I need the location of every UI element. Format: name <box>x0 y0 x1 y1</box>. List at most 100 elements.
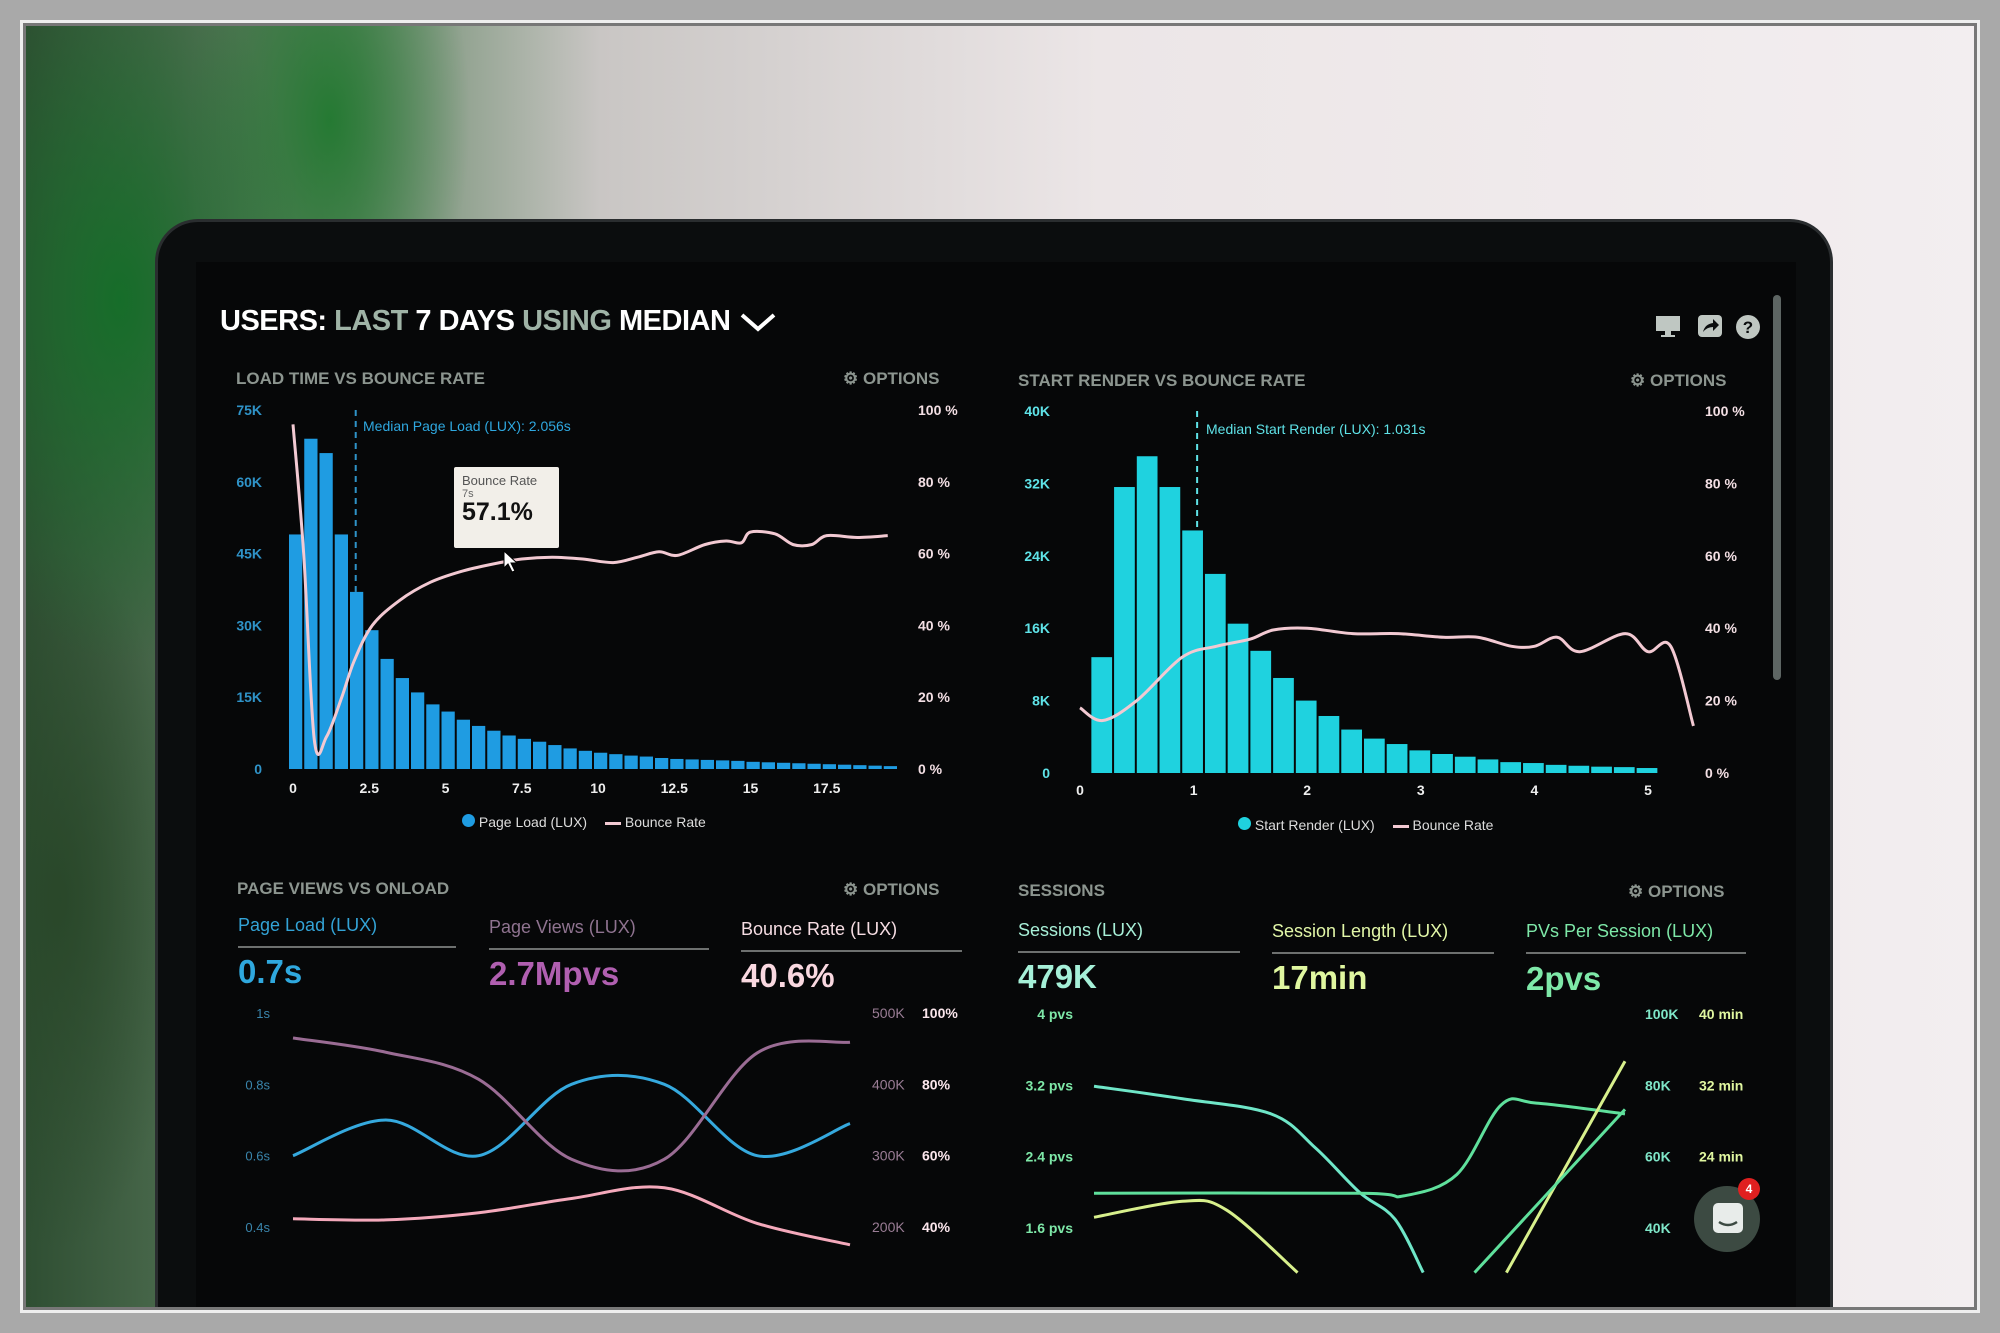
median-start-render-label: Median Start Render (LUX): 1.031s <box>1206 421 1426 437</box>
chevron-down-icon[interactable] <box>738 310 778 334</box>
metric-tab-session-length[interactable]: Session Length (LUX) <box>1272 921 1449 941</box>
options-label: OPTIONS <box>1649 371 1727 390</box>
y-left-tick: 0.8s <box>245 1077 270 1092</box>
monitor-icon[interactable] <box>1655 314 1681 338</box>
series-line <box>292 1036 851 1173</box>
histogram-bar <box>334 534 348 769</box>
options-label: OPTIONS <box>862 880 940 899</box>
histogram-bar <box>1318 715 1340 773</box>
x-tick: 12.5 <box>661 780 688 796</box>
legend-bounce-rate[interactable]: Bounce Rate <box>624 814 706 830</box>
histogram-bar <box>487 730 501 769</box>
histogram-bar <box>1273 677 1294 773</box>
tab-underline <box>489 948 709 950</box>
histogram-bar <box>1636 768 1658 773</box>
y-right-tick: 100 % <box>1705 403 1745 419</box>
tooltip-title: Bounce Rate <box>462 473 538 488</box>
histogram-bar <box>456 719 470 769</box>
y-right-tick: 20 % <box>918 689 950 705</box>
histogram-bar <box>548 745 562 769</box>
y-left-tick: 16K <box>1024 620 1050 636</box>
options-label: OPTIONS <box>1647 882 1725 901</box>
y-right-tick: 100 % <box>918 402 958 418</box>
panel-title-page-views: PAGE VIEWS VS ONLOAD <box>237 879 450 898</box>
options-button-load-time[interactable]: ⚙ OPTIONS <box>843 369 940 389</box>
histogram-bar <box>319 453 333 769</box>
y-right-tick: 80 % <box>1705 475 1737 491</box>
share-icon[interactable] <box>1697 314 1723 338</box>
histogram-bar <box>411 692 425 769</box>
y-left-tick: 32K <box>1024 475 1050 491</box>
y-right-tick: 40 % <box>1705 620 1737 636</box>
legend-start-render-label[interactable]: Start Render (LUX) <box>1254 817 1375 833</box>
series-line <box>1505 1060 1627 1274</box>
y-left-tick: 0.4s <box>245 1220 270 1235</box>
bounce-rate-line <box>291 424 888 757</box>
scrollbar[interactable] <box>1773 295 1781 680</box>
chat-button[interactable]: 4 <box>1694 1178 1760 1252</box>
metric-value-pvs-per-session: 2pvs <box>1526 960 1602 997</box>
x-tick: 0 <box>1076 782 1084 798</box>
histogram-bar <box>609 754 623 769</box>
y-right-tick: 0 % <box>1705 765 1730 781</box>
y-left-tick: 2.4 pvs <box>1026 1149 1074 1165</box>
histogram-bar <box>1613 767 1635 773</box>
histogram-bar <box>853 765 867 769</box>
x-tick: 0 <box>289 780 297 796</box>
y-right-tick: 80 % <box>918 474 950 490</box>
tooltip: Bounce Rate 7s 57.1% <box>454 467 559 548</box>
title-median: MEDIAN <box>619 305 731 337</box>
metric-tab-pvs-per-session[interactable]: PVs Per Session (LUX) <box>1526 921 1714 941</box>
x-tick: 1 <box>1190 782 1198 798</box>
tooltip-sub: 7s <box>462 488 474 500</box>
histogram-bar <box>1477 759 1499 773</box>
y-left-tick: 3.2 pvs <box>1026 1077 1074 1093</box>
metric-tab-sessions[interactable]: Sessions (LUX) <box>1018 920 1144 940</box>
histogram-bar <box>1523 763 1544 773</box>
y-left-tick: 75K <box>236 402 262 418</box>
gear-icon: ⚙ <box>843 880 859 899</box>
legend-page-load[interactable]: Page Load (LUX) <box>478 814 588 830</box>
x-tick: 7.5 <box>512 780 532 796</box>
metric-tab-page-load[interactable]: Page Load (LUX) <box>238 915 378 935</box>
help-icon[interactable]: ? <box>1735 314 1761 339</box>
legend-bounce-rate[interactable]: Bounce Rate <box>1412 817 1494 833</box>
metric-value-session-length: 17min <box>1272 959 1368 996</box>
histogram-bar <box>1500 762 1522 773</box>
gear-icon: ⚙ <box>843 369 859 388</box>
options-button-page-views[interactable]: ⚙ OPTIONS <box>843 880 940 900</box>
legend-start-render: Start Render (LUX) Bounce Rate <box>1238 817 1493 833</box>
histogram-bar <box>578 750 592 769</box>
histogram-bar <box>624 755 638 769</box>
x-tick: 17.5 <box>813 780 840 796</box>
metric-tab-page-views[interactable]: Page Views (LUX) <box>489 917 636 937</box>
y-right-tick: 32 min <box>1699 1077 1743 1093</box>
cursor-icon <box>503 549 519 573</box>
histogram-bar <box>883 766 897 769</box>
y-right-tick: 24 min <box>1699 1149 1743 1165</box>
histogram-bar <box>822 764 836 769</box>
histogram-bar <box>670 758 684 769</box>
chat-icon <box>1713 1203 1743 1233</box>
histogram-bar <box>1364 738 1385 773</box>
y-left-tick: 1.6 pvs <box>1026 1220 1074 1236</box>
options-button-start-render[interactable]: ⚙ OPTIONS <box>1630 371 1727 391</box>
histogram-bar <box>1432 753 1453 773</box>
metric-value-page-load: 0.7s <box>238 953 303 990</box>
histogram-bar <box>1568 765 1590 773</box>
series-line <box>1093 1198 1299 1274</box>
gear-icon: ⚙ <box>1630 371 1646 390</box>
histogram-bar <box>761 762 775 769</box>
histogram-bar <box>1114 487 1135 773</box>
series-line <box>1473 1108 1627 1274</box>
histogram-bar <box>838 764 852 769</box>
page-title[interactable]: USERS: LAST 7 DAYS USING MEDIAN <box>220 305 778 338</box>
options-button-sessions[interactable]: ⚙ OPTIONS <box>1628 882 1725 902</box>
y-right-tick: 80% <box>922 1076 951 1092</box>
metric-tab-bounce-rate[interactable]: Bounce Rate (LUX) <box>741 919 898 939</box>
metric-value-page-views: 2.7Mpvs <box>489 955 620 992</box>
y-right-tick: 40 % <box>918 617 950 633</box>
histogram-bar <box>517 738 531 769</box>
histogram-bar <box>395 678 409 769</box>
